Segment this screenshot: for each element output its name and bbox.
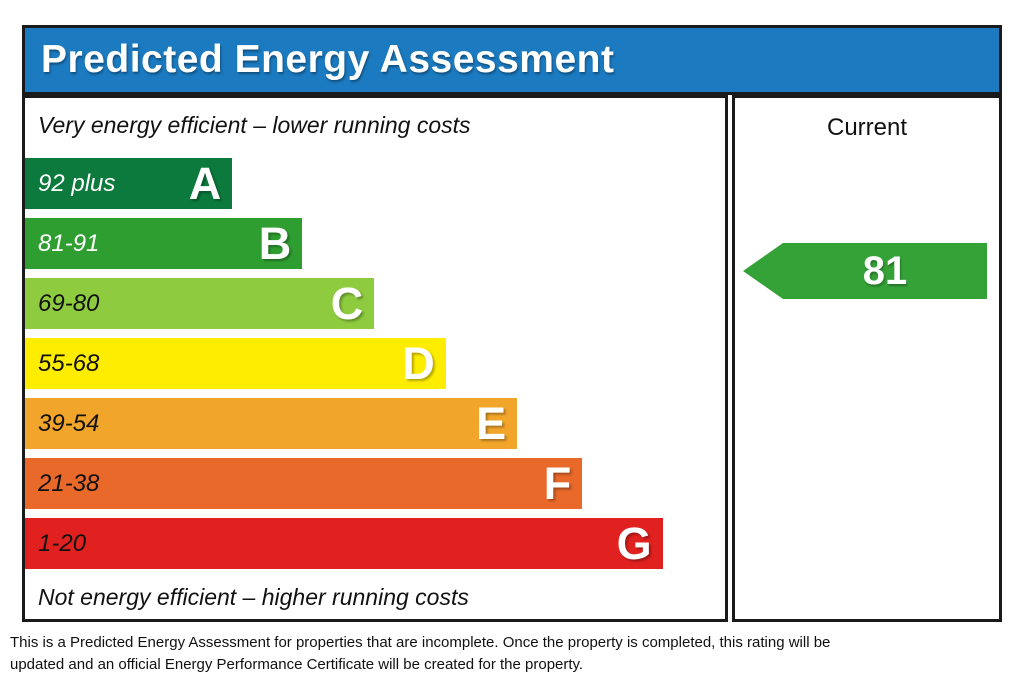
chart-title-bar: Predicted Energy Assessment [22, 25, 1002, 95]
band-letter: F [543, 458, 572, 509]
band-bar-e: 39-54 E [25, 398, 518, 449]
band-bar-d: 55-68 D [25, 338, 446, 389]
current-rating-arrow: 81 [743, 243, 987, 299]
current-rating-value: 81 [783, 243, 987, 299]
band-row-c: 69-80 C [25, 278, 725, 329]
page-title: Predicted Energy Assessment [41, 38, 615, 81]
band-range-label: 69-80 [38, 289, 100, 317]
current-rating-panel: Current 81 [732, 95, 1002, 622]
arrow-left-point-icon [743, 243, 783, 299]
band-bar-g: 1-20 G [25, 518, 663, 569]
band-range-label: 55-68 [38, 349, 100, 377]
band-letter: D [402, 338, 435, 389]
band-range-label: 21-38 [38, 469, 100, 497]
band-range-label: 39-54 [38, 409, 100, 437]
band-bar-c: 69-80 C [25, 278, 375, 329]
chart-body: Very energy efficient – lower running co… [22, 95, 1002, 622]
band-range-label: 92 plus [38, 169, 116, 197]
footer-disclaimer-text: This is a Predicted Energy Assessment fo… [10, 634, 831, 673]
band-range-label: 81-91 [38, 229, 100, 257]
band-row-e: 39-54 E [25, 398, 725, 449]
band-letter: E [476, 398, 507, 449]
band-row-g: 1-20 G [25, 518, 725, 569]
current-column-header: Current [826, 114, 908, 141]
band-letter: G [616, 518, 652, 569]
band-letter: C [330, 278, 364, 329]
top-caption: Very energy efficient – lower running co… [38, 112, 471, 138]
band-letter: A [188, 158, 222, 209]
band-range-label: 1-20 [38, 529, 87, 557]
band-row-f: 21-38 F [25, 458, 725, 509]
bottom-caption: Not energy efficient – higher running co… [38, 584, 469, 610]
band-row-a: 92 plus A [25, 158, 725, 209]
band-bar-a: 92 plus A [25, 158, 233, 209]
rating-bars-panel: Very energy efficient – lower running co… [22, 95, 728, 622]
band-bar-b: 81-91 B [25, 218, 303, 269]
band-bar-f: 21-38 F [25, 458, 583, 509]
band-letter: B [258, 218, 292, 269]
energy-assessment-chart: Predicted Energy Assessment Very energy … [22, 25, 1002, 622]
band-row-d: 55-68 D [25, 338, 725, 389]
band-row-b: 81-91 B [25, 218, 725, 269]
